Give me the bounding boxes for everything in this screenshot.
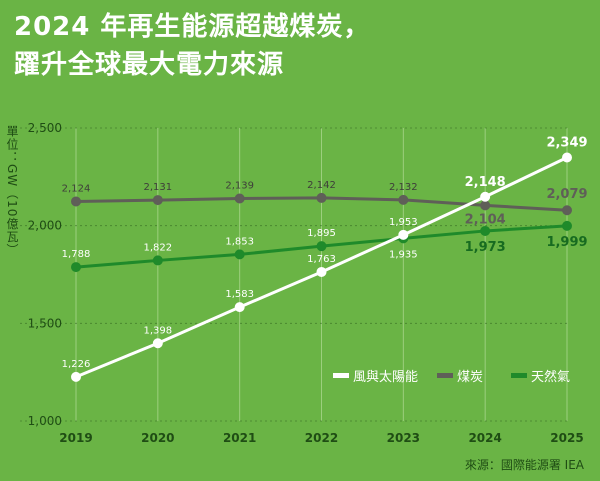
data-point-gas — [562, 220, 572, 231]
legend-label-gas: 天然氣 — [531, 369, 570, 385]
data-point-coal — [152, 195, 163, 206]
data-point-coal — [480, 200, 491, 211]
data-label-solar_wind: 1,398 — [144, 325, 173, 336]
y-tick-label: 1,500 — [28, 316, 62, 330]
data-label-gas: 1,788 — [62, 249, 91, 260]
x-tick-label: 2024 — [468, 431, 501, 445]
data-point-coal — [398, 194, 409, 205]
data-point-solar_wind — [480, 191, 491, 202]
data-point-gas — [152, 255, 163, 266]
data-label-solar_wind: 2,349 — [546, 135, 587, 150]
x-tick-label: 2025 — [550, 431, 583, 445]
data-point-solar_wind — [398, 229, 409, 240]
data-point-coal — [71, 196, 81, 207]
y-tick-label: 1,000 — [28, 414, 62, 428]
data-label-coal: 2,139 — [225, 181, 254, 192]
y-axis-label: 單位：GW（10億瓦） — [5, 125, 19, 257]
data-label-solar_wind: 1,953 — [389, 217, 418, 228]
title-block: 2024 年再生能源超越煤炭， 躍升全球最大電力來源 — [14, 8, 370, 84]
data-label-solar_wind: 1,583 — [225, 289, 254, 300]
data-label-coal: 2,131 — [144, 182, 173, 193]
data-label-solar_wind: 1,763 — [307, 254, 336, 265]
data-label-coal: 2,079 — [546, 187, 587, 202]
data-point-gas — [316, 241, 327, 252]
data-point-solar_wind — [234, 302, 245, 313]
data-label-solar_wind: 2,148 — [465, 175, 506, 190]
data-point-coal — [562, 205, 572, 216]
data-label-coal: 2,124 — [62, 183, 91, 194]
data-label-gas: 1,935 — [389, 249, 418, 260]
data-label-coal: 2,142 — [307, 180, 336, 191]
x-tick-label: 2023 — [387, 431, 420, 445]
legend-label-coal: 煤炭 — [457, 370, 483, 385]
page-title-line-1: 2024 年再生能源超越煤炭， — [14, 12, 371, 42]
legend-swatch-coal — [437, 373, 453, 378]
data-label-coal: 2,104 — [465, 212, 506, 227]
data-point-gas — [480, 225, 491, 236]
legend-swatch-solar_wind — [333, 373, 349, 378]
data-label-gas: 1,973 — [465, 240, 506, 255]
data-label-gas: 1,822 — [144, 242, 173, 253]
data-point-solar_wind — [71, 371, 81, 382]
data-point-coal — [316, 192, 327, 203]
y-tick-label: 2,500 — [28, 121, 62, 135]
page-title-line-2: 躍升全球最大電力來源 — [14, 50, 285, 80]
legend-swatch-gas — [511, 373, 527, 378]
data-label-gas: 1,853 — [225, 236, 254, 247]
data-point-solar_wind — [316, 266, 327, 277]
data-label-gas: 1,999 — [546, 235, 587, 250]
data-point-gas — [71, 262, 81, 273]
data-point-coal — [234, 193, 245, 204]
x-tick-label: 2020 — [141, 431, 174, 445]
y-tick-label: 2,000 — [28, 219, 62, 233]
data-point-solar_wind — [562, 152, 572, 163]
x-tick-label: 2021 — [223, 431, 256, 445]
x-tick-label: 2019 — [59, 431, 92, 445]
source-note: 來源：國際能源署 IEA — [464, 458, 584, 472]
data-label-coal: 2,132 — [389, 182, 418, 193]
data-point-gas — [234, 249, 245, 260]
data-label-solar_wind: 1,226 — [62, 359, 91, 370]
data-label-gas: 1,895 — [307, 228, 336, 239]
data-point-solar_wind — [152, 338, 163, 349]
legend-label-solar_wind: 風與太陽能 — [353, 370, 418, 385]
x-tick-label: 2022 — [305, 431, 338, 445]
